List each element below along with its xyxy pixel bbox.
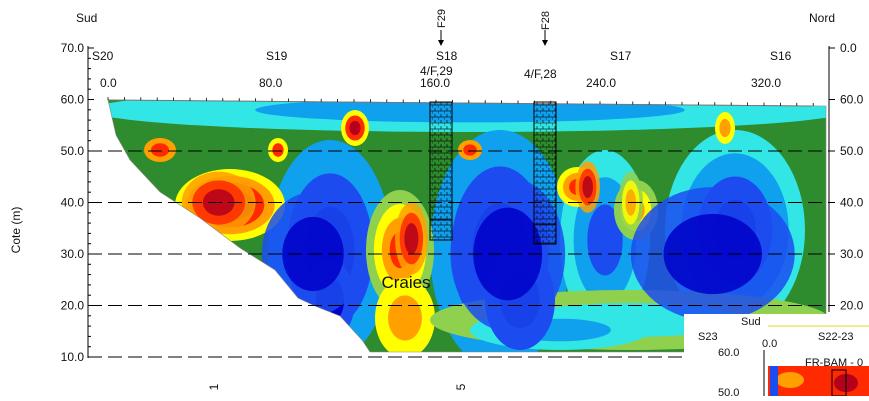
station-label: S17 bbox=[610, 49, 632, 63]
inset-borehole bbox=[831, 369, 847, 396]
station-label: S18 bbox=[436, 49, 458, 63]
station-label: S20 bbox=[92, 49, 114, 63]
contour-band bbox=[349, 120, 361, 136]
right-tick-label: 20.0 bbox=[840, 299, 864, 313]
borehole-arrow-head bbox=[438, 40, 444, 46]
anomaly-mark bbox=[473, 207, 543, 301]
borehole-label: 4/F,29 bbox=[420, 64, 453, 78]
x-tick-label: 0.0 bbox=[100, 76, 117, 90]
left-tick-label: 30.0 bbox=[61, 247, 85, 261]
contour-band bbox=[463, 144, 477, 156]
bottom-mark-1: 1 bbox=[207, 383, 221, 390]
inset-direction-left: Sud bbox=[741, 316, 761, 328]
inset-station-s22-23: S22-23 bbox=[818, 331, 853, 343]
x-tick-label: 80.0 bbox=[259, 76, 283, 90]
direction-left-label: Sud bbox=[76, 11, 97, 25]
borehole-name: F29 bbox=[436, 9, 448, 28]
contour-band bbox=[272, 143, 284, 157]
y-axis-title: Cote (m) bbox=[9, 207, 23, 254]
borehole-column bbox=[533, 101, 557, 245]
contour-band bbox=[587, 204, 623, 276]
direction-right-label: Nord bbox=[809, 11, 835, 25]
contour-band bbox=[255, 100, 685, 123]
station-label: S19 bbox=[266, 49, 288, 63]
anomaly-mark bbox=[404, 223, 419, 254]
left-tick-label: 20.0 bbox=[61, 299, 85, 313]
contour-band bbox=[388, 295, 422, 341]
inset-y-tick-60: 60.0 bbox=[718, 347, 739, 359]
borehole-label: 4/F,28 bbox=[524, 67, 557, 81]
inset-station-s23: S23 bbox=[698, 331, 718, 343]
boreholes: 4/F,29 F29 4/F,28 F28 bbox=[420, 9, 557, 245]
dashed-elevation-lines bbox=[88, 150, 829, 358]
station-label: S16 bbox=[770, 49, 792, 63]
right-y-axis: 0.0 60.0 50.0 40.0 30.0 20.0 bbox=[828, 41, 864, 313]
borehole-name: F28 bbox=[540, 11, 552, 30]
inset-heatmap bbox=[768, 366, 869, 396]
left-tick-label: 40.0 bbox=[61, 196, 85, 210]
left-tick-label: 70.0 bbox=[61, 41, 85, 55]
borehole-arrow-head bbox=[542, 40, 548, 46]
right-tick-label: 60.0 bbox=[840, 93, 864, 107]
top-x-axis: S20 S19 S18 S17 S16 0.0 80.0 160.0 240.0 320.0 bbox=[92, 49, 814, 107]
left-tick-label: 60.0 bbox=[61, 93, 85, 107]
left-tick-label: 10.0 bbox=[61, 350, 85, 364]
right-tick-label: 50.0 bbox=[840, 144, 864, 158]
inset-x-tick-0: 0.0 bbox=[762, 338, 777, 350]
inset-fill-blue bbox=[770, 366, 778, 396]
contour-band bbox=[150, 143, 170, 157]
anomaly-mark bbox=[582, 176, 593, 199]
right-tick-label: 0.0 bbox=[840, 41, 857, 55]
terrain-line bbox=[107, 99, 813, 107]
section-outline bbox=[107, 99, 827, 353]
right-tick-label: 30.0 bbox=[840, 247, 864, 261]
inset-fill-orange bbox=[776, 372, 804, 388]
inset-section: Sud S23 S22-23 0.0 FR-BAM - 0 60.0 50.0 bbox=[684, 314, 869, 399]
inset-y-tick-50: 50.0 bbox=[718, 387, 739, 396]
right-tick-label: 40.0 bbox=[840, 196, 864, 210]
x-tick-label: 240.0 bbox=[586, 76, 616, 90]
contour-band bbox=[719, 118, 731, 138]
x-tick-label: 320.0 bbox=[751, 76, 781, 90]
left-tick-label: 50.0 bbox=[61, 144, 85, 158]
bottom-mark-5: 5 bbox=[454, 383, 468, 390]
annotation-craies: Craies bbox=[381, 273, 430, 292]
x-tick-label: 160.0 bbox=[420, 76, 450, 90]
borehole-column bbox=[429, 101, 453, 241]
